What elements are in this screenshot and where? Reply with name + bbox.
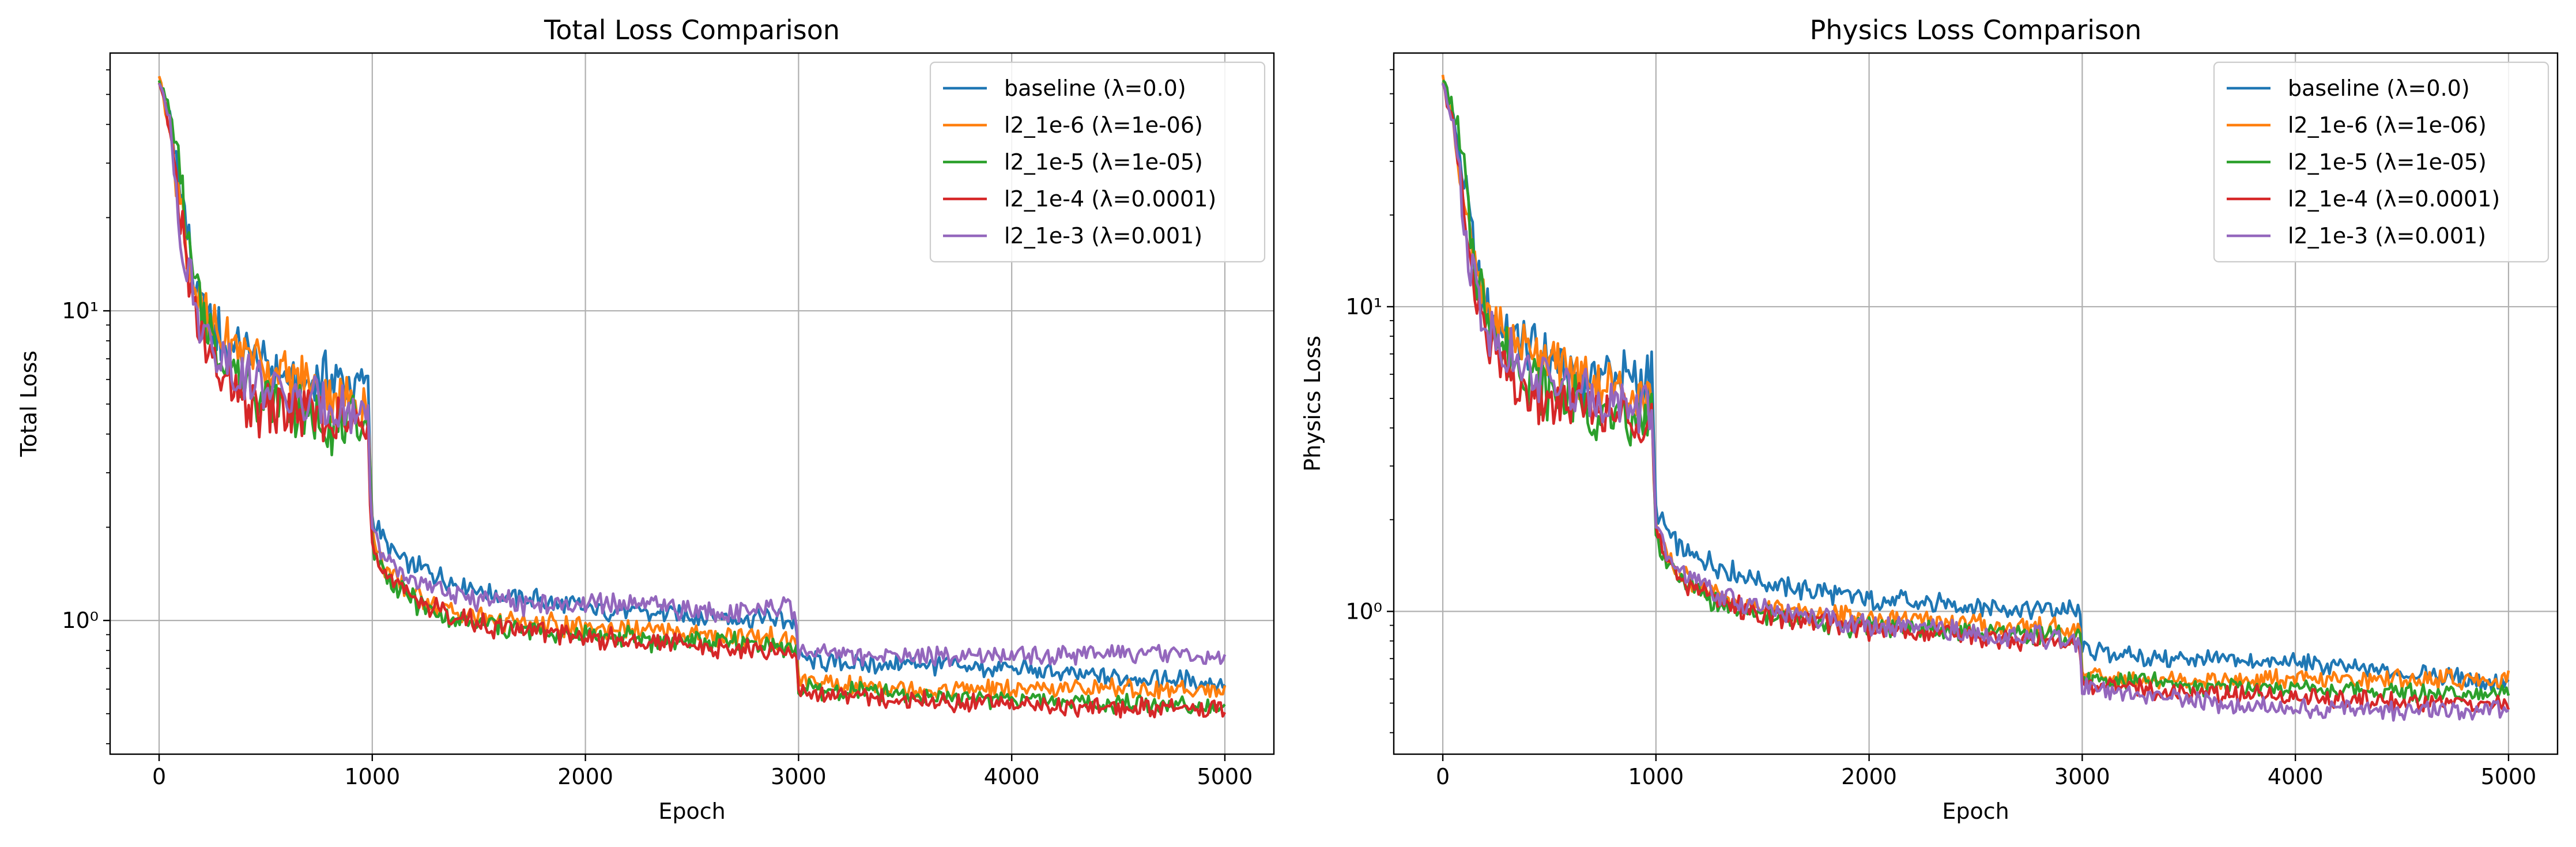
- legend: baseline (λ=0.0) l2_1e-6 (λ=1e-06) l2_1e-5…: [929, 61, 1266, 263]
- series-line-1: [1441, 74, 2510, 691]
- x-tick-label: 0: [1436, 764, 1450, 789]
- legend-label: l2_1e-4 (λ=0.0001): [1004, 186, 1216, 212]
- total-loss-panel: 0 1000 2000 3000 4000 5000 10⁰ 10¹ Total Loss Co…: [16, 14, 1275, 824]
- chart-title: Total Loss Comparison: [544, 14, 840, 46]
- legend-label: baseline (λ=0.0): [1004, 76, 1186, 101]
- legend-label: l2_1e-3 (λ=0.001): [1004, 223, 1202, 249]
- y-tick-label: 10⁰: [62, 608, 99, 633]
- legend-box: [2213, 61, 2549, 263]
- chart-title: Physics Loss Comparison: [1810, 14, 2142, 46]
- x-tick-label: 2000: [1841, 764, 1897, 789]
- x-tick-label: 3000: [2054, 764, 2110, 789]
- plot-frame: [1393, 52, 2559, 755]
- x-axis-label: Epoch: [658, 799, 725, 824]
- y-axis-label: Physics Loss: [1300, 336, 1325, 472]
- x-tick-label: 4000: [984, 764, 1040, 789]
- x-tick-label: 5000: [2481, 764, 2537, 789]
- legend-label: l2_1e-6 (λ=1e-06): [2288, 112, 2487, 138]
- series-line-4: [1441, 83, 2510, 722]
- legend: baseline (λ=0.0) l2_1e-6 (λ=1e-06) l2_1e-5…: [2213, 61, 2549, 263]
- y-tick-label: 10¹: [62, 298, 99, 323]
- x-tick-label: 3000: [771, 764, 827, 789]
- legend-label: baseline (λ=0.0): [2288, 76, 2470, 101]
- legend-label: l2_1e-5 (λ=1e-05): [1004, 149, 1203, 175]
- y-tick-label: 10¹: [1345, 294, 1382, 319]
- x-tick-label: 1000: [344, 764, 400, 789]
- y-tick-label: 10⁰: [1345, 598, 1382, 624]
- legend-box: [929, 61, 1266, 263]
- x-tick-label: 2000: [557, 764, 613, 789]
- x-tick-label: 1000: [1628, 764, 1684, 789]
- legend-label: l2_1e-5 (λ=1e-05): [2288, 149, 2487, 175]
- legend-label: l2_1e-6 (λ=1e-06): [1004, 112, 1203, 138]
- legend-label: l2_1e-3 (λ=0.001): [2288, 223, 2486, 249]
- x-axis-label: Epoch: [1942, 799, 2009, 824]
- physics-loss-panel: 0 1000 2000 3000 4000 5000 10⁰ 10¹ Physics Loss …: [1300, 14, 2559, 824]
- legend-label: l2_1e-4 (λ=0.0001): [2288, 186, 2500, 212]
- y-axis-label: Total Loss: [16, 351, 42, 457]
- series-lines: [1441, 74, 2510, 722]
- series-line-4: [157, 82, 1227, 668]
- series-lines: [157, 76, 1227, 719]
- x-tick-label: 4000: [2268, 764, 2324, 789]
- x-tick-label: 5000: [1197, 764, 1253, 789]
- series-line-0: [158, 82, 1226, 692]
- x-tick-label: 0: [152, 764, 166, 789]
